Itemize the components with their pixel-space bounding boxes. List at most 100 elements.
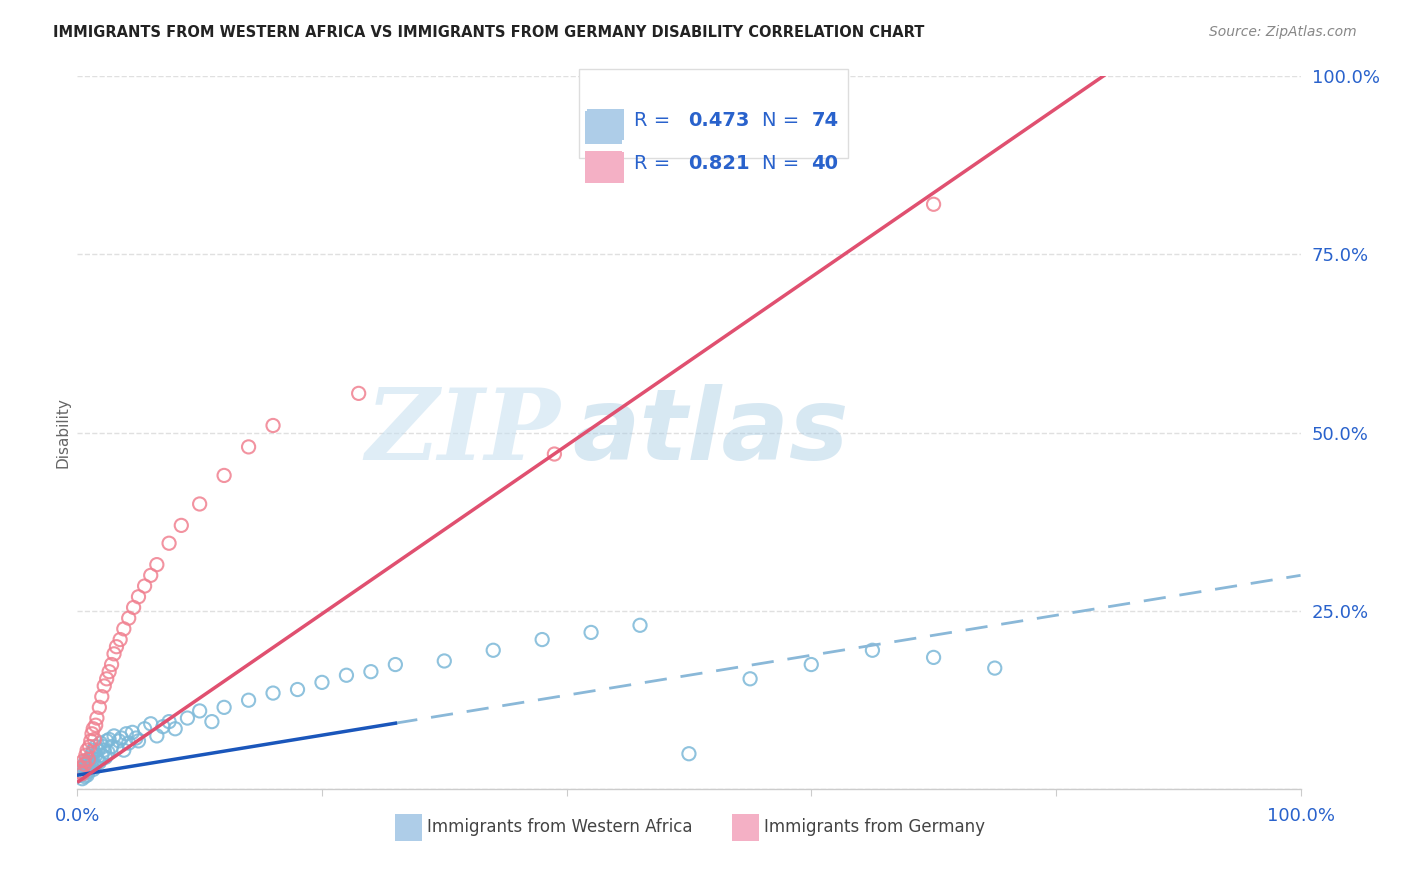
Point	[79, 739, 101, 754]
Text: IMMIGRANTS FROM WESTERN AFRICA VS IMMIGRANTS FROM GERMANY DISABILITY CORRELATION: IMMIGRANTS FROM WESTERN AFRICA VS IMMIGR…	[53, 25, 925, 40]
Point	[83, 759, 105, 773]
Point	[91, 739, 114, 754]
Point	[287, 682, 309, 697]
Text: atlas: atlas	[572, 384, 849, 481]
Point	[347, 386, 370, 401]
Point	[121, 725, 143, 739]
Point	[201, 714, 224, 729]
Text: 40: 40	[811, 154, 838, 173]
Point	[98, 665, 121, 679]
Point	[105, 741, 128, 756]
Point	[139, 568, 162, 582]
Point	[96, 734, 118, 748]
Point	[94, 750, 117, 764]
Text: 74: 74	[811, 112, 838, 130]
Point	[93, 679, 115, 693]
Point	[112, 743, 135, 757]
Y-axis label: Disability: Disability	[55, 397, 70, 468]
Point	[80, 757, 103, 772]
Point	[82, 763, 104, 777]
Point	[80, 747, 103, 761]
Point	[127, 590, 149, 604]
Point	[311, 675, 333, 690]
Point	[238, 440, 260, 454]
Point	[112, 622, 135, 636]
Point	[335, 668, 357, 682]
Point	[75, 754, 97, 768]
Point	[83, 732, 105, 747]
FancyBboxPatch shape	[579, 69, 848, 158]
Text: ZIP: ZIP	[366, 384, 561, 481]
Point	[922, 650, 945, 665]
Bar	[585, 151, 621, 183]
Point	[80, 727, 103, 741]
Point	[800, 657, 823, 672]
Bar	[585, 112, 621, 144]
Bar	[731, 814, 759, 841]
Point	[79, 761, 101, 775]
Point	[212, 468, 235, 483]
Text: 0.821: 0.821	[688, 154, 749, 173]
Bar	[588, 110, 624, 140]
Text: Immigrants from Western Africa: Immigrants from Western Africa	[427, 818, 693, 836]
Point	[70, 772, 93, 786]
Point	[433, 654, 456, 668]
Point	[79, 752, 101, 766]
Text: N =: N =	[762, 112, 806, 130]
Point	[212, 700, 235, 714]
Point	[90, 748, 112, 763]
Point	[238, 693, 260, 707]
Point	[70, 761, 93, 775]
Point	[165, 722, 187, 736]
Point	[98, 732, 121, 747]
Point	[69, 768, 91, 782]
Point	[115, 727, 138, 741]
Point	[360, 665, 382, 679]
Point	[76, 759, 98, 773]
Point	[482, 643, 505, 657]
Point	[72, 766, 94, 780]
Point	[146, 729, 169, 743]
Point	[922, 197, 945, 211]
Point	[122, 600, 145, 615]
Point	[75, 748, 97, 763]
Point	[96, 672, 118, 686]
Point	[89, 700, 111, 714]
Point	[80, 734, 103, 748]
Text: N =: N =	[762, 154, 806, 173]
Point	[84, 718, 107, 732]
Point	[384, 657, 406, 672]
Point	[84, 739, 107, 754]
Point	[72, 754, 94, 768]
Point	[87, 743, 110, 757]
Point	[125, 731, 148, 745]
Point	[82, 722, 104, 736]
Point	[105, 640, 128, 654]
Point	[543, 447, 565, 461]
Text: 0.473: 0.473	[688, 112, 749, 130]
Point	[69, 764, 91, 779]
Point	[89, 756, 111, 770]
Point	[77, 764, 100, 779]
Point	[170, 518, 193, 533]
Point	[176, 711, 198, 725]
Text: Immigrants from Germany: Immigrants from Germany	[763, 818, 984, 836]
Point	[188, 497, 211, 511]
Point	[73, 757, 96, 772]
Point	[90, 690, 112, 704]
Point	[82, 743, 104, 757]
Point	[100, 657, 122, 672]
Point	[90, 736, 112, 750]
Point	[77, 752, 100, 766]
Point	[110, 731, 132, 745]
Point	[70, 764, 93, 779]
Point	[134, 579, 156, 593]
Point	[118, 736, 141, 750]
Bar	[395, 814, 422, 841]
Point	[70, 766, 93, 780]
Point	[152, 720, 174, 734]
Point	[134, 722, 156, 736]
Point	[73, 770, 96, 784]
Bar	[588, 153, 624, 183]
Point	[93, 743, 115, 757]
